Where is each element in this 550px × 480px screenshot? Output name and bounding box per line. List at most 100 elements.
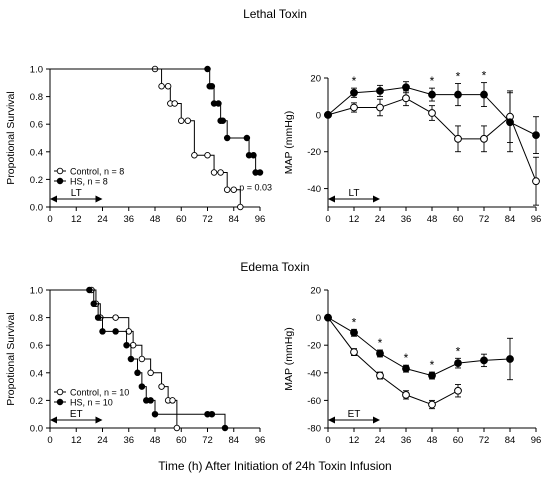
y-tick-label: 0.8 (30, 313, 43, 324)
x-tick-label: 36 (401, 435, 412, 446)
x-tick-label: 24 (375, 435, 386, 446)
x-tick-label: 48 (150, 214, 161, 225)
x-tick-label: 24 (97, 214, 108, 225)
survival-point-control (112, 314, 119, 321)
y-tick-label: -40 (307, 368, 321, 379)
y-tick-label: -80 (307, 424, 321, 435)
x-tick-label: 12 (71, 214, 82, 225)
x-tick-label: 36 (123, 214, 134, 225)
legend-marker (56, 167, 64, 175)
figure-xlabel: Time (h) After Initiation of 24h Toxin I… (158, 459, 391, 473)
panel-lethal-map: 0 12 24 36 48 60 72 84 96 -40 -20 0 20 MAP (mmHg) LT * *… (283, 69, 541, 225)
survival-point-control (237, 203, 244, 211)
map-point-hs (402, 364, 410, 373)
x-tick-label: 96 (531, 435, 542, 446)
survival-point-control (169, 397, 176, 404)
infusion-label: LT (71, 188, 82, 199)
y-tick-label: 20 (310, 74, 321, 85)
infusion-arrow-head-left (328, 416, 335, 424)
y-tick-label: 1.0 (30, 286, 43, 297)
y-tick-label: 0.0 (30, 424, 43, 435)
panel-edema-survival: 0 12 24 36 48 60 72 84 96 0.0 0.2 0.4 0.6 0.8 1.0 Propo… (5, 286, 265, 447)
map-point-control (376, 103, 384, 112)
x-tick-label: 48 (150, 435, 161, 446)
x-tick-label: 72 (202, 435, 213, 446)
survival-point-hs (147, 397, 154, 404)
infusion-arrow-head-right (373, 195, 380, 203)
x-tick-label: 48 (427, 435, 438, 446)
survival-point-control (223, 186, 231, 193)
map-point-hs (324, 110, 332, 119)
survival-point-hs (90, 300, 97, 308)
x-tick-label: 72 (479, 214, 490, 225)
x-tick-label: 24 (97, 435, 108, 446)
infusion-arrow-head-right (373, 416, 380, 424)
survival-point-hs (223, 134, 231, 142)
legend-marker (56, 177, 64, 185)
survival-point-control (204, 151, 211, 159)
x-tick-label: 96 (255, 214, 266, 225)
x-tick-label: 12 (349, 435, 360, 446)
significance-star: * (352, 315, 357, 329)
map-point-control (402, 390, 410, 399)
y-tick-label: 0.4 (30, 368, 43, 379)
map-point-hs (350, 328, 358, 337)
infusion-arrow-head-right (95, 195, 103, 203)
map-point-control (402, 94, 410, 103)
y-axis-label: Propotional Survival (5, 91, 17, 184)
infusion-label: ET (70, 409, 83, 420)
panel-lethal-survival: 0 12 24 36 48 60 72 84 96 0.0 0.2 0.4 0.6 0.8 1.0 Propo… (5, 65, 272, 226)
x-tick-label: 84 (228, 435, 239, 446)
map-point-hs (454, 359, 462, 368)
survival-point-control (217, 169, 224, 176)
map-point-hs (506, 118, 514, 127)
survival-point-control (158, 82, 165, 90)
infusion-arrow-head-left (50, 416, 57, 424)
y-tick-label: 0.2 (30, 396, 43, 407)
infusion-arrow-head-right (95, 416, 103, 424)
map-point-hs (376, 87, 384, 95)
edema-section-title: Edema Toxin (240, 260, 309, 274)
y-tick-label: 0 (316, 110, 321, 121)
significance-star: * (456, 70, 461, 84)
significance-star: * (352, 74, 357, 88)
legend-marker (56, 398, 64, 406)
map-point-hs (532, 131, 540, 140)
map-point-hs (480, 356, 488, 365)
y-tick-label: -40 (307, 184, 321, 195)
y-tick-label: 0.6 (30, 341, 43, 352)
map-point-control (350, 348, 358, 357)
map-point-hs (428, 90, 436, 99)
infusion-label: LT (349, 188, 360, 199)
survival-point-control (173, 424, 181, 432)
map-point-control (376, 371, 384, 380)
map-point-control (454, 134, 462, 143)
map-point-control (532, 177, 540, 186)
survival-point-hs (138, 383, 146, 390)
x-tick-label: 0 (325, 214, 330, 225)
significance-star: * (456, 344, 461, 358)
survival-point-control (138, 355, 146, 363)
survival-point-hs (204, 65, 211, 73)
survival-point-control (171, 100, 178, 107)
x-tick-label: 36 (401, 214, 412, 225)
significance-star: * (404, 351, 409, 365)
x-tick-label: 72 (479, 435, 490, 446)
y-tick-label: 0.0 (30, 203, 43, 214)
survival-line-hs (50, 68, 260, 173)
survival-point-hs (86, 286, 93, 294)
y-tick-label: 0 (316, 313, 321, 324)
map-point-control (454, 386, 462, 395)
infusion-arrow-head-left (328, 195, 335, 203)
y-tick-label: -20 (307, 147, 321, 158)
y-axis-label: MAP (mmHg) (283, 327, 295, 390)
y-tick-label: -20 (307, 341, 321, 352)
legend-marker (56, 388, 64, 396)
map-point-control (480, 134, 488, 143)
survival-point-control (191, 151, 198, 159)
panel-edema-map: 0 12 24 36 48 60 72 84 96 -80 -60 -40 -20 0 20 MAP (mmH… (283, 286, 541, 447)
y-tick-label: 0.6 (30, 120, 43, 131)
survival-point-hs (99, 328, 106, 335)
survival-line-control (50, 68, 241, 207)
